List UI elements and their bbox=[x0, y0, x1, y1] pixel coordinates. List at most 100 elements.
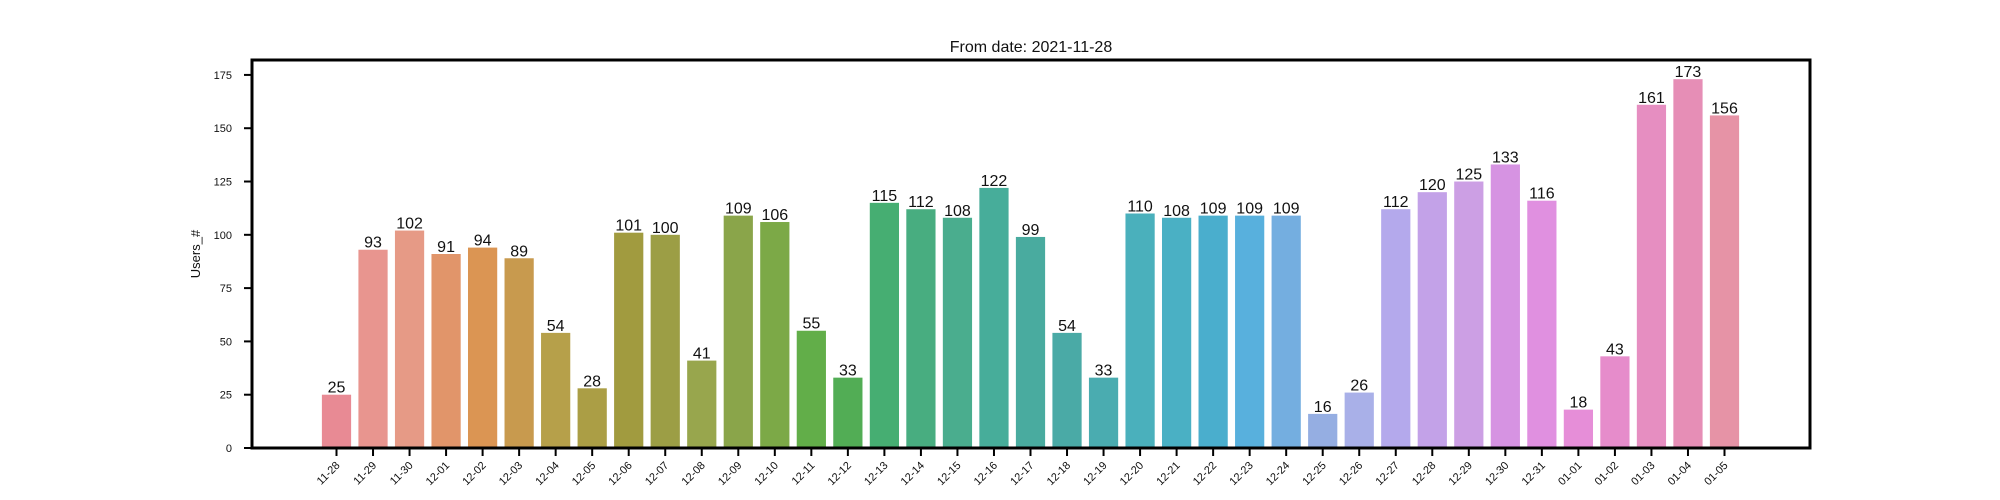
x-tick-label: 12-21 bbox=[1154, 460, 1182, 488]
x-tick-label: 12-29 bbox=[1447, 460, 1475, 488]
bar-value-label: 173 bbox=[1675, 64, 1702, 81]
x-tick-label: 12-12 bbox=[826, 460, 854, 488]
x-tick-label: 12-04 bbox=[533, 460, 561, 488]
x-tick-label: 01-03 bbox=[1629, 460, 1657, 488]
x-tick-label: 12-22 bbox=[1191, 460, 1219, 488]
x-tick-label: 12-14 bbox=[899, 460, 927, 488]
bar bbox=[1235, 215, 1265, 448]
x-tick-label: 01-04 bbox=[1666, 460, 1694, 488]
x-tick-label: 12-15 bbox=[935, 460, 963, 488]
x-tick-label: 12-10 bbox=[753, 460, 781, 488]
bar bbox=[1527, 200, 1557, 448]
x-tick-label: 12-08 bbox=[680, 460, 708, 488]
x-tick-label: 12-28 bbox=[1410, 460, 1438, 488]
bar-value-label: 101 bbox=[615, 218, 642, 235]
bar-value-label: 26 bbox=[1350, 378, 1368, 395]
bar-value-label: 106 bbox=[761, 207, 788, 224]
bar-value-label: 112 bbox=[908, 194, 934, 211]
plot-frame bbox=[250, 58, 1812, 450]
y-tick-label: 25 bbox=[220, 390, 232, 402]
bar-value-label: 110 bbox=[1127, 198, 1153, 215]
bar-value-label: 16 bbox=[1314, 399, 1332, 416]
bar-value-label: 120 bbox=[1419, 177, 1446, 194]
bar-value-label: 109 bbox=[1200, 201, 1227, 218]
bar-value-label: 156 bbox=[1711, 100, 1738, 117]
bar bbox=[431, 254, 461, 448]
y-tick-label: 75 bbox=[220, 283, 232, 295]
bar bbox=[467, 247, 498, 448]
x-axis: 11-28 11-29 11-30 12-01 12-02 12-03 12-04 12-05… bbox=[315, 448, 1731, 488]
bar bbox=[1490, 164, 1520, 448]
bar-value-label: 122 bbox=[981, 173, 1008, 190]
bar-value-label: 55 bbox=[802, 316, 820, 333]
bar-value-label: 41 bbox=[693, 346, 711, 363]
bar-value-label: 99 bbox=[1022, 222, 1040, 239]
x-tick-label: 11-30 bbox=[388, 460, 416, 488]
bar-value-label: 18 bbox=[1569, 395, 1587, 412]
bar-value-label: 54 bbox=[1058, 318, 1076, 335]
y-tick-label: 175 bbox=[214, 70, 232, 82]
bar-value-label: 112 bbox=[1383, 194, 1409, 211]
bar-value-label: 109 bbox=[1273, 201, 1300, 218]
bar-value-label: 33 bbox=[1095, 363, 1113, 380]
x-tick-label: 11-29 bbox=[351, 460, 379, 488]
bar bbox=[1417, 192, 1447, 448]
x-tick-label: 12-06 bbox=[606, 460, 634, 488]
bar-value-label: 43 bbox=[1606, 341, 1624, 358]
bar-value-label: 108 bbox=[944, 203, 971, 220]
bar bbox=[1271, 215, 1301, 448]
bar bbox=[1563, 409, 1594, 448]
x-tick-label: 12-30 bbox=[1483, 460, 1511, 488]
bar bbox=[358, 249, 388, 448]
bars-layer: 25 93 102 91 94 89 54 28 101 100 41 109 106 55 33 115 11… bbox=[321, 64, 1740, 449]
bar bbox=[906, 209, 936, 448]
bar bbox=[979, 187, 1009, 448]
bar-value-label: 109 bbox=[1236, 201, 1263, 218]
bar bbox=[723, 215, 753, 448]
x-tick-label: 12-26 bbox=[1337, 460, 1365, 488]
bar bbox=[1088, 377, 1119, 448]
bar bbox=[394, 230, 425, 448]
bar bbox=[1052, 332, 1082, 448]
bar-value-label: 161 bbox=[1638, 90, 1665, 107]
x-tick-label: 12-05 bbox=[570, 460, 598, 488]
bar bbox=[687, 360, 717, 448]
x-tick-label: 12-19 bbox=[1081, 460, 1109, 488]
bar-value-label: 108 bbox=[1163, 203, 1190, 220]
bar bbox=[321, 394, 352, 448]
x-tick-label: 12-07 bbox=[643, 460, 671, 488]
y-axis-label: Users_# bbox=[188, 229, 203, 278]
bar-value-label: 94 bbox=[474, 233, 492, 250]
bar bbox=[1161, 217, 1192, 448]
bar bbox=[1381, 209, 1411, 448]
bar bbox=[1709, 115, 1740, 448]
bar-value-label: 89 bbox=[510, 243, 528, 260]
bar bbox=[504, 258, 534, 448]
x-tick-label: 12-25 bbox=[1300, 460, 1328, 488]
bar bbox=[541, 332, 571, 448]
y-tick-label: 0 bbox=[226, 443, 232, 455]
x-tick-label: 01-05 bbox=[1702, 460, 1730, 488]
x-tick-label: 12-27 bbox=[1374, 460, 1402, 488]
x-tick-label: 12-17 bbox=[1008, 460, 1036, 488]
bar bbox=[1015, 236, 1046, 448]
bar-value-label: 28 bbox=[583, 373, 601, 390]
bar bbox=[577, 388, 607, 448]
bar bbox=[650, 234, 680, 448]
x-tick-label: 12-18 bbox=[1045, 460, 1073, 488]
y-tick-label: 50 bbox=[220, 336, 232, 348]
x-tick-label: 12-16 bbox=[972, 460, 1000, 488]
bar-value-label: 54 bbox=[547, 318, 565, 335]
x-tick-label: 12-23 bbox=[1227, 460, 1255, 488]
bar bbox=[760, 222, 790, 448]
y-tick-label: 125 bbox=[214, 177, 232, 189]
bar-value-label: 116 bbox=[1529, 186, 1555, 203]
bar-value-label: 109 bbox=[725, 201, 752, 218]
bar-value-label: 125 bbox=[1455, 167, 1482, 184]
x-tick-label: 12-01 bbox=[424, 460, 452, 488]
x-tick-label: 12-03 bbox=[497, 460, 525, 488]
bar bbox=[1125, 213, 1155, 448]
x-tick-label: 01-02 bbox=[1593, 460, 1621, 488]
bar bbox=[833, 377, 863, 448]
